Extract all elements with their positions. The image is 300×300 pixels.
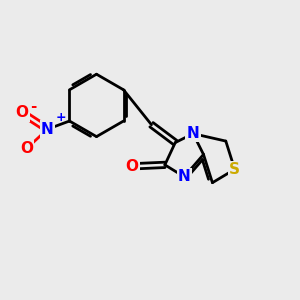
- Text: +: +: [56, 111, 66, 124]
- Text: N: N: [187, 126, 200, 141]
- Text: O: O: [16, 105, 29, 120]
- Text: O: O: [126, 159, 139, 174]
- Text: -: -: [31, 99, 37, 114]
- Text: N: N: [41, 122, 54, 137]
- Text: S: S: [229, 162, 240, 177]
- Text: N: N: [178, 169, 190, 184]
- Text: O: O: [20, 141, 33, 156]
